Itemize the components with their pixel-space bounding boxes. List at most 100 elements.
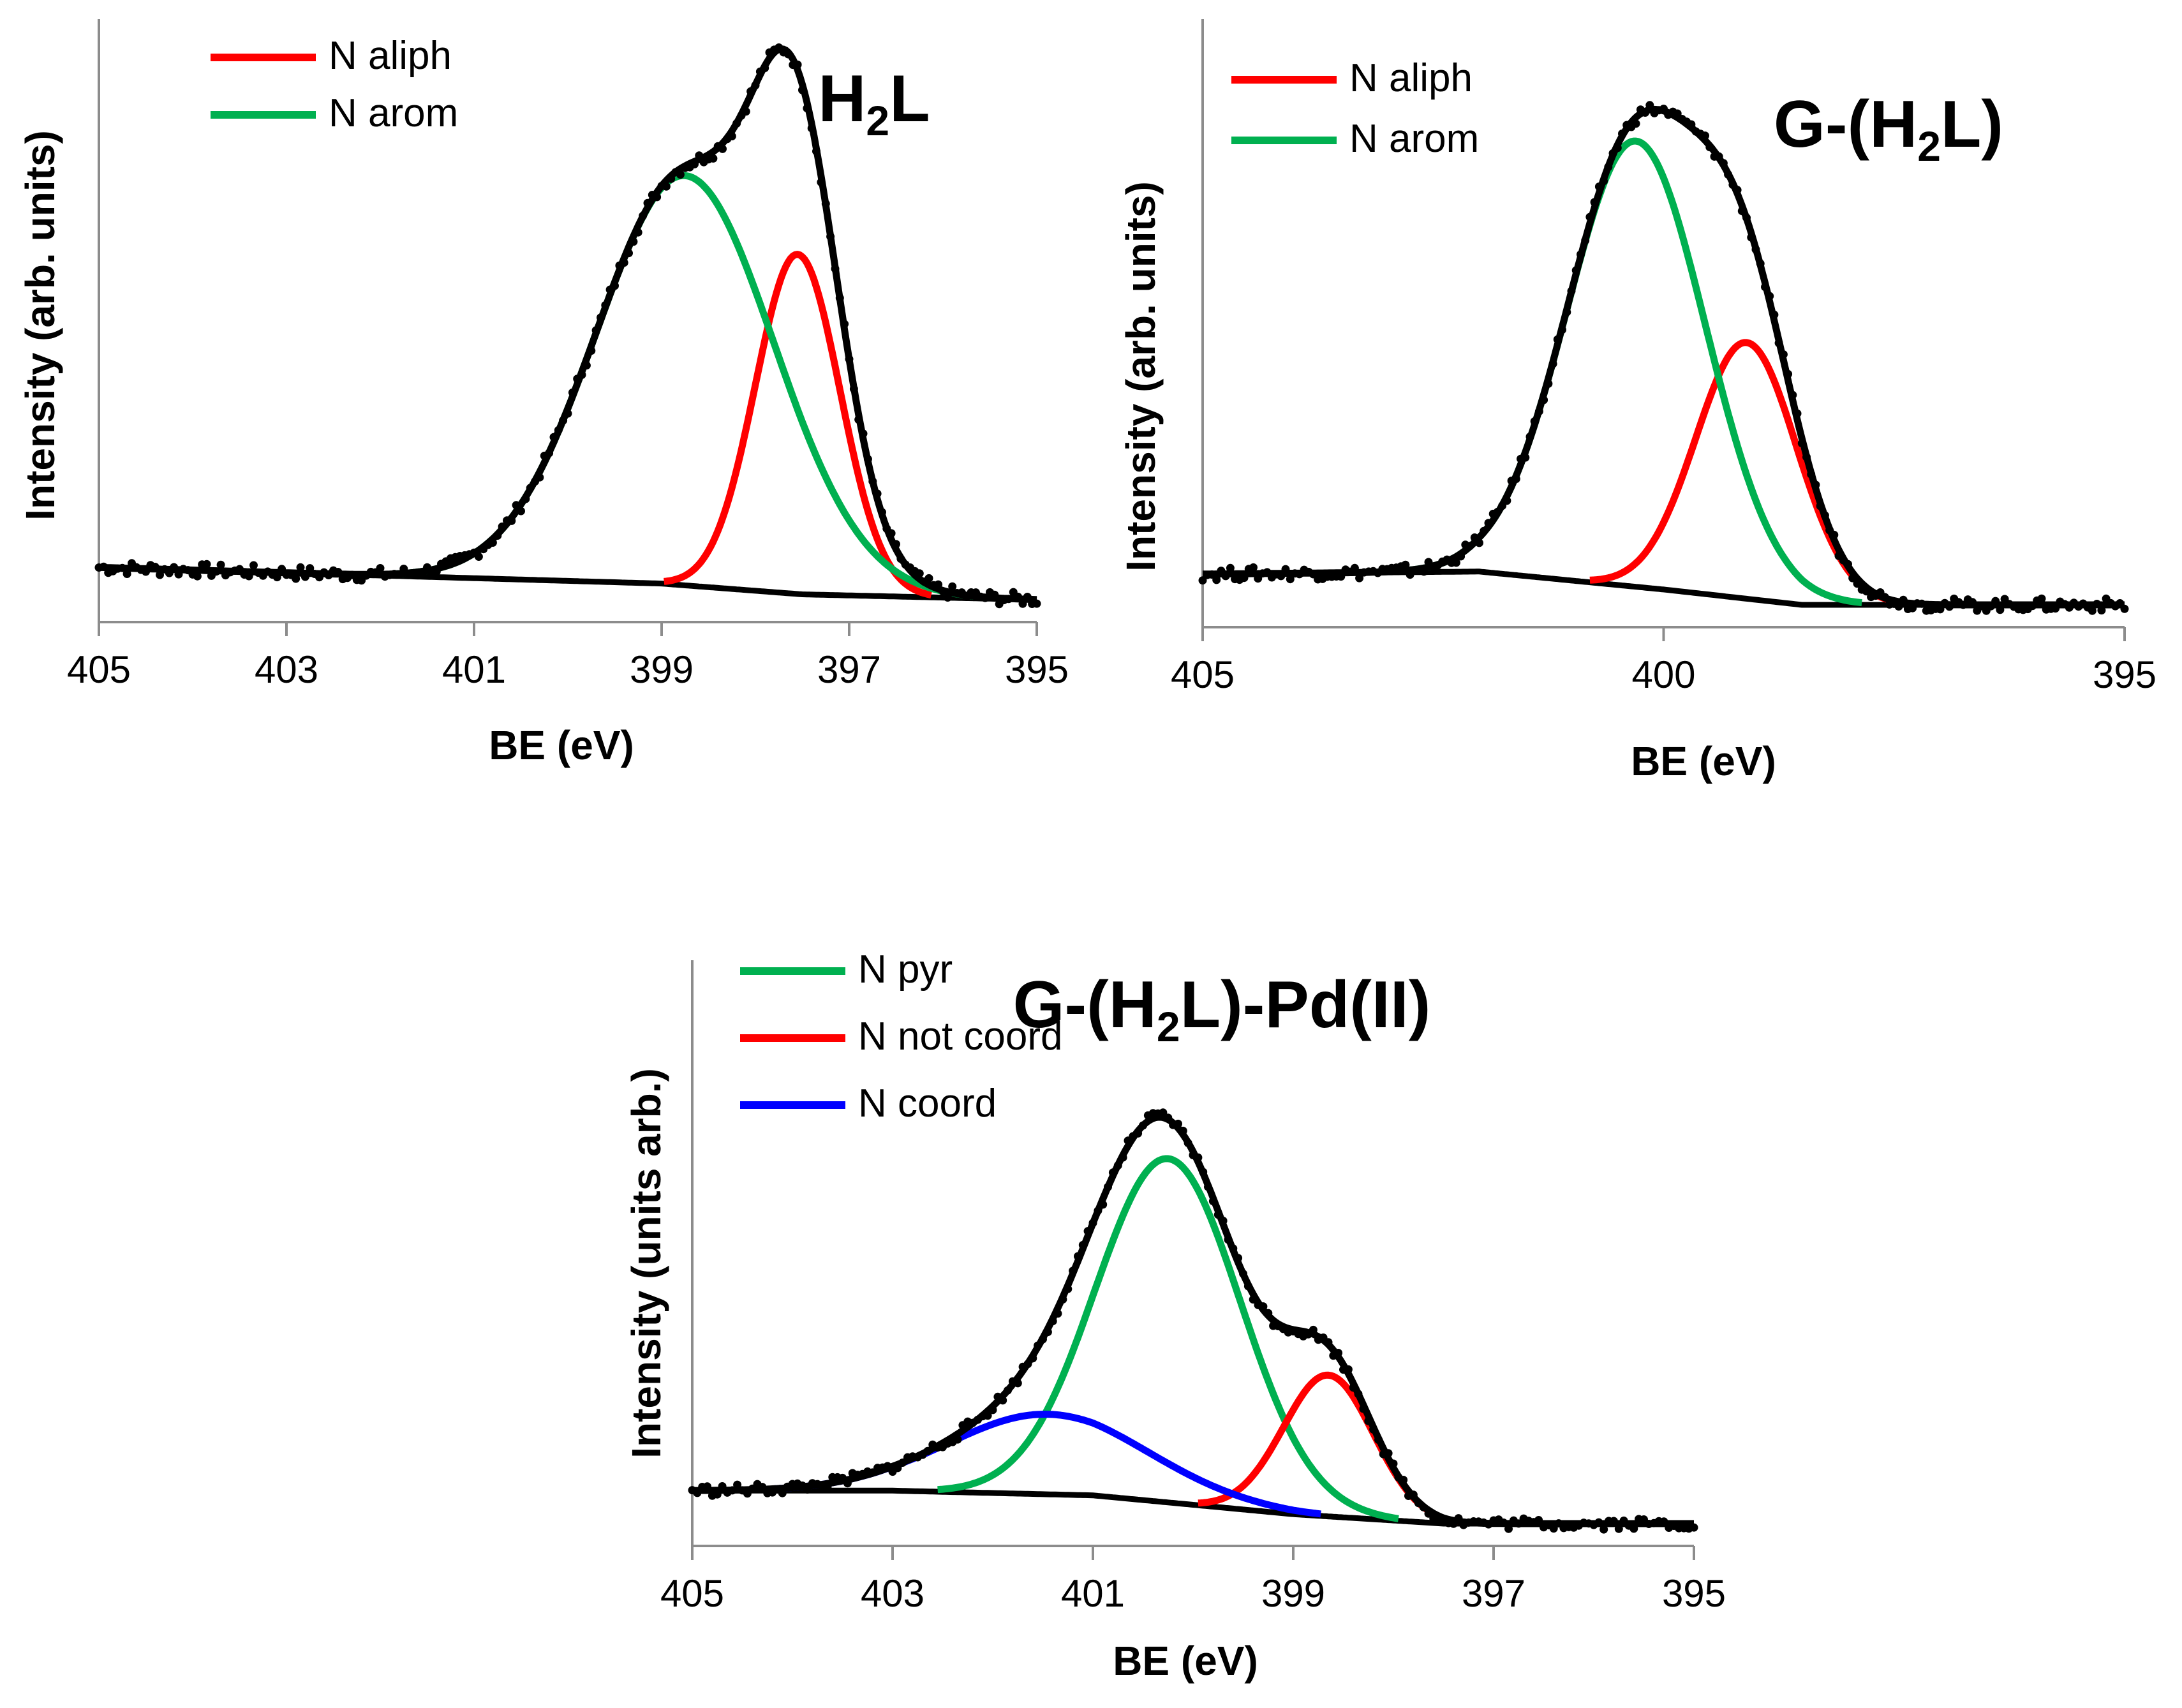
data-point <box>807 124 816 133</box>
data-point <box>1594 1518 1603 1527</box>
data-point <box>1475 538 1483 547</box>
data-point <box>549 433 558 442</box>
data-point <box>896 554 905 563</box>
data-point <box>1349 1383 1358 1392</box>
data-point <box>793 60 802 69</box>
data-point <box>1629 1524 1638 1533</box>
data-point <box>1705 143 1714 152</box>
data-point <box>1530 417 1539 426</box>
data-point <box>1139 1121 1147 1130</box>
data-point <box>244 572 253 581</box>
data-point <box>1571 266 1580 275</box>
data-point <box>212 567 221 576</box>
data-point <box>2028 602 2037 611</box>
data-point <box>1337 572 1346 581</box>
data-point <box>1797 439 1806 448</box>
data-point <box>296 563 305 572</box>
data-point <box>1493 507 1502 516</box>
data-point <box>1344 1365 1353 1374</box>
data-point <box>493 531 502 540</box>
data-point <box>1243 1282 1252 1291</box>
data-point <box>1355 574 1364 583</box>
data-point <box>1226 563 1235 572</box>
data-point <box>1359 1404 1368 1413</box>
data-point <box>1811 480 1820 489</box>
data-point <box>2097 606 2106 615</box>
data-point <box>1996 605 2005 614</box>
data-point <box>334 568 343 576</box>
data-point <box>1608 149 1617 158</box>
data-point <box>1747 233 1756 242</box>
data-point <box>1553 335 1562 344</box>
data-point <box>1511 475 1520 484</box>
data-point <box>1577 250 1585 259</box>
chart-panel-1: 405 403 401 399 397 395 BE (eV) Intensity (arb.… <box>17 19 1069 768</box>
data-point <box>2093 600 2102 608</box>
data-point <box>943 593 952 602</box>
data-point <box>1451 558 1460 567</box>
data-point <box>1613 144 1622 152</box>
data-point <box>1198 576 1207 585</box>
data-point <box>1420 567 1429 576</box>
data-point <box>1281 565 1290 574</box>
legend-label: N coord <box>858 1081 997 1125</box>
data-point <box>893 1464 902 1473</box>
data-point <box>1409 1490 1418 1499</box>
data-point <box>376 564 385 572</box>
data-point <box>1212 576 1221 584</box>
data-point <box>662 182 671 191</box>
data-point <box>1240 574 1249 583</box>
data-point <box>1894 602 1903 611</box>
data-point <box>559 416 568 425</box>
data-point <box>1848 574 1857 583</box>
data-point <box>728 1486 737 1495</box>
data-point <box>577 371 586 379</box>
chart-panel-3: 405 403 401 399 397 395 BE (eV) Intensity (unit… <box>623 947 1726 1684</box>
data-point <box>953 1435 962 1444</box>
data-point <box>778 1489 787 1497</box>
data-point <box>988 1406 997 1415</box>
data-point <box>634 228 642 237</box>
data-point <box>676 170 685 179</box>
data-point <box>718 144 727 153</box>
data-point <box>883 1462 892 1471</box>
data-point <box>1264 1309 1273 1318</box>
data-point <box>1204 1182 1212 1191</box>
data-point <box>625 249 633 258</box>
data-point <box>278 565 286 574</box>
data-point <box>1936 605 1945 614</box>
data-point <box>1844 560 1852 568</box>
data-point <box>709 154 718 163</box>
component-curve-n-aliph <box>662 251 933 599</box>
x-tick-label: 397 <box>817 648 881 691</box>
data-point <box>1558 325 1566 334</box>
data-point <box>301 572 309 581</box>
data-point <box>1013 1379 1022 1388</box>
data-point <box>1399 1476 1408 1484</box>
data-point <box>292 574 301 583</box>
data-point <box>1544 379 1553 388</box>
x-tick-label: 400 <box>1631 653 1695 696</box>
data-point <box>1234 1254 1243 1263</box>
data-point <box>1641 108 1650 117</box>
data-point <box>563 409 572 418</box>
data-point <box>1534 407 1543 416</box>
data-point <box>831 264 840 273</box>
data-point <box>693 1489 702 1497</box>
data-point <box>803 1485 812 1494</box>
data-point <box>1466 542 1474 551</box>
data-point <box>892 540 900 549</box>
data-point <box>1108 1168 1117 1177</box>
data-point <box>1751 245 1760 254</box>
data-point <box>703 1482 711 1491</box>
data-point <box>1807 470 1816 479</box>
data-point <box>741 107 750 116</box>
data-point <box>1689 1523 1698 1532</box>
data-point <box>601 301 610 309</box>
data-point <box>1259 1302 1268 1311</box>
data-point <box>1631 119 1640 128</box>
data-point <box>1088 1219 1097 1228</box>
data-point <box>1594 182 1603 191</box>
x-tick-label: 395 <box>1662 1572 1726 1615</box>
y-axis-label: Intensity (units arb.) <box>623 1068 669 1459</box>
